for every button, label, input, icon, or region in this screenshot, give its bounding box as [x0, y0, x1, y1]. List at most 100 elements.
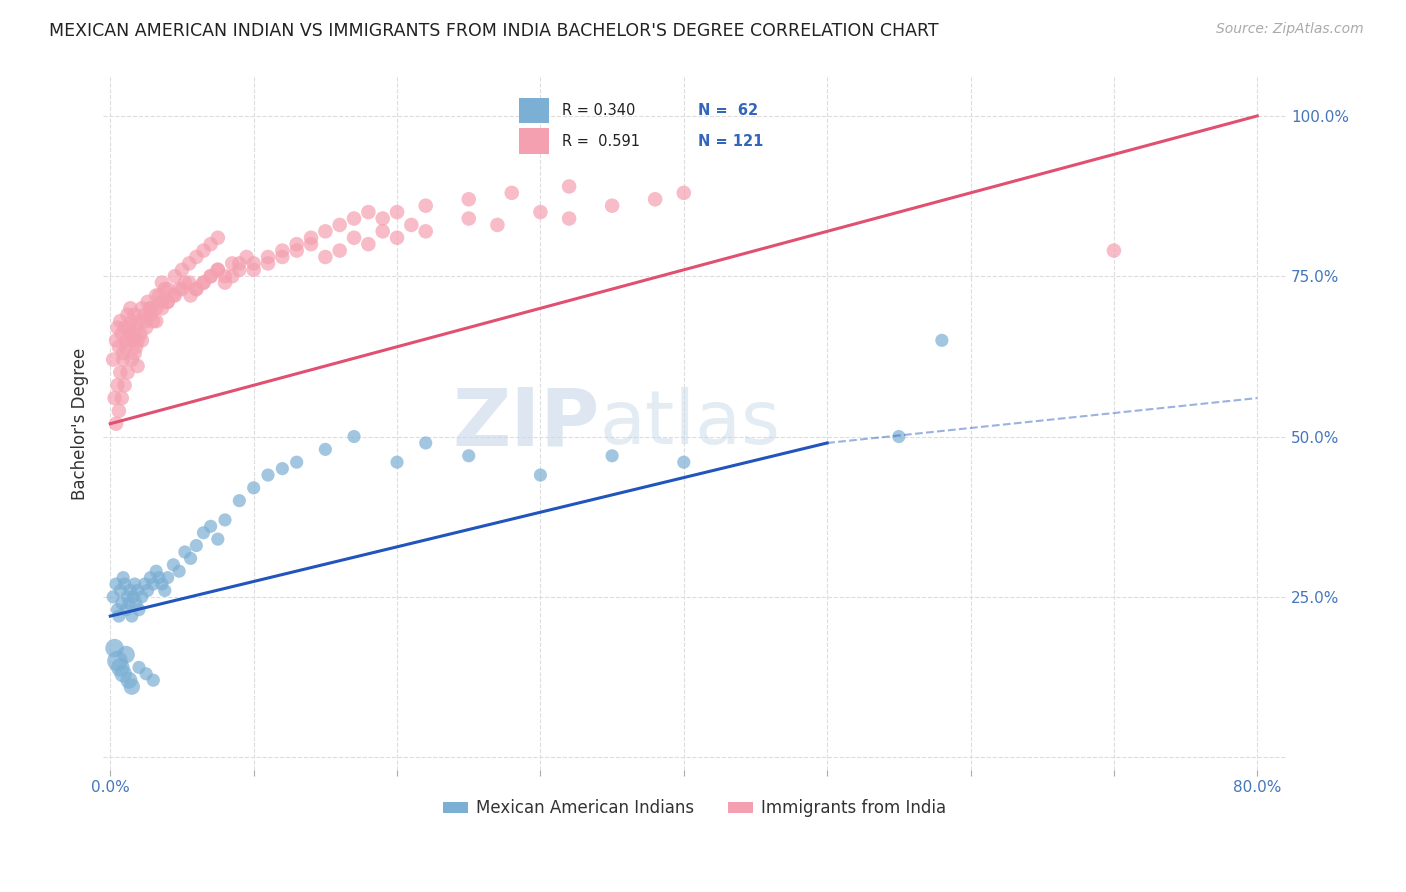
Point — [118, 326, 141, 341]
Point — [117, 590, 139, 604]
Point — [150, 276, 173, 290]
Point — [108, 609, 131, 624]
Point — [107, 603, 129, 617]
Point — [135, 666, 157, 681]
Point — [112, 352, 135, 367]
Point — [139, 301, 162, 316]
Point — [121, 680, 143, 694]
Point — [600, 199, 623, 213]
Point — [180, 551, 202, 566]
Point — [131, 334, 153, 348]
Point — [128, 660, 150, 674]
Point — [101, 352, 124, 367]
Point — [150, 301, 173, 316]
Point — [108, 404, 131, 418]
Point — [156, 294, 179, 309]
Point — [115, 603, 138, 617]
Point — [371, 224, 394, 238]
Point — [156, 282, 179, 296]
Text: R =  0.591: R = 0.591 — [562, 134, 640, 149]
Point — [385, 231, 408, 245]
Point — [887, 429, 910, 443]
Point — [193, 244, 215, 258]
Point — [343, 211, 366, 226]
Point — [121, 352, 143, 367]
Point — [357, 205, 380, 219]
Point — [135, 314, 157, 328]
Point — [111, 391, 134, 405]
Point — [101, 590, 124, 604]
Point — [314, 224, 336, 238]
Text: N = 121: N = 121 — [697, 134, 763, 149]
Point — [104, 391, 127, 405]
Point — [271, 461, 294, 475]
Point — [173, 545, 195, 559]
Point — [118, 596, 141, 610]
Point — [107, 378, 129, 392]
Point — [193, 525, 215, 540]
Y-axis label: Bachelor's Degree: Bachelor's Degree — [72, 348, 89, 500]
Point — [271, 250, 294, 264]
Point — [139, 571, 162, 585]
Point — [179, 276, 201, 290]
Point — [153, 583, 176, 598]
Point — [221, 269, 243, 284]
Point — [156, 571, 179, 585]
Point — [167, 564, 190, 578]
Point — [200, 269, 222, 284]
Point — [150, 577, 173, 591]
Point — [214, 269, 236, 284]
Point — [124, 346, 146, 360]
Point — [124, 577, 146, 591]
Point — [142, 577, 165, 591]
Point — [385, 205, 408, 219]
Point — [129, 326, 152, 341]
Point — [121, 314, 143, 328]
Point — [257, 250, 280, 264]
Point — [135, 320, 157, 334]
Point — [242, 481, 264, 495]
Point — [105, 577, 128, 591]
Point — [228, 262, 250, 277]
Point — [114, 577, 136, 591]
Point — [117, 366, 139, 380]
Point — [200, 237, 222, 252]
Bar — [519, 128, 550, 153]
Point — [501, 186, 523, 200]
Point — [672, 455, 695, 469]
Point — [134, 308, 156, 322]
Point — [343, 231, 366, 245]
Point — [111, 326, 134, 341]
Point — [314, 250, 336, 264]
Point — [124, 308, 146, 322]
Point — [131, 301, 153, 316]
Point — [127, 334, 149, 348]
Point — [214, 276, 236, 290]
Point — [112, 346, 135, 360]
Point — [529, 468, 551, 483]
Bar — [519, 98, 550, 123]
Point — [600, 449, 623, 463]
Point — [931, 334, 953, 348]
Point — [371, 211, 394, 226]
Point — [107, 654, 129, 668]
Legend: Mexican American Indians, Immigrants from India: Mexican American Indians, Immigrants fro… — [436, 793, 953, 824]
Point — [200, 519, 222, 533]
Point — [1102, 244, 1125, 258]
Point — [186, 250, 208, 264]
Point — [415, 436, 437, 450]
Point — [228, 493, 250, 508]
Point — [285, 244, 308, 258]
Point — [170, 262, 193, 277]
Point — [112, 666, 135, 681]
Point — [145, 288, 167, 302]
Point — [110, 366, 132, 380]
Point — [457, 211, 479, 226]
Text: ZIP: ZIP — [453, 384, 600, 463]
Point — [214, 513, 236, 527]
Point — [145, 564, 167, 578]
Point — [401, 218, 423, 232]
Point — [118, 320, 141, 334]
Point — [122, 326, 145, 341]
Point — [558, 211, 581, 226]
